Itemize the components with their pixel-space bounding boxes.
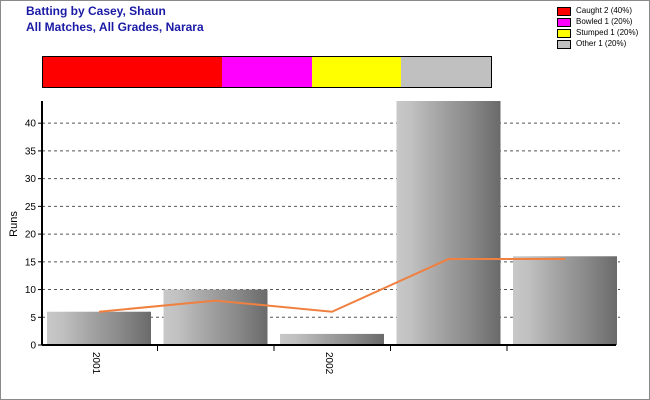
legend-label-stumped: Stumped 1 (20%) — [576, 28, 639, 37]
x-tick-label: 2001 — [90, 352, 101, 375]
y-tick-label: 15 — [25, 257, 37, 268]
y-tick-label: 30 — [25, 174, 37, 185]
dist-segment-other — [401, 57, 491, 87]
bar — [280, 333, 384, 345]
dist-segment-caught — [43, 57, 223, 87]
legend-label-bowled: Bowled 1 (20%) — [576, 17, 633, 26]
bar — [513, 256, 617, 345]
bar — [163, 289, 268, 345]
y-tick-label: 0 — [30, 341, 36, 352]
y-axis-label: Runs — [8, 211, 20, 237]
y-tick-label: 5 — [30, 313, 36, 324]
legend-label-other: Other 1 (20%) — [576, 39, 627, 48]
dist-segment-bowled — [222, 57, 312, 87]
legend-swatch-stumped — [557, 29, 571, 38]
chart-title-line2: All Matches, All Grades, Narara — [26, 20, 204, 34]
y-tick-label: 35 — [25, 146, 37, 157]
legend-swatch-bowled — [557, 18, 571, 27]
dismissal-distribution-bar — [42, 56, 492, 88]
dist-segment-stumped — [311, 57, 402, 87]
x-tick-label: 2002 — [323, 352, 334, 375]
legend-swatch-caught — [557, 7, 571, 16]
y-tick-label: 10 — [25, 285, 37, 296]
y-tick-label: 20 — [25, 230, 37, 241]
chart-title-line1: Batting by Casey, Shaun — [26, 4, 166, 18]
y-tick-label: 40 — [25, 119, 37, 130]
bar — [47, 311, 151, 345]
y-tick-label: 25 — [25, 202, 37, 213]
legend-label-caught: Caught 2 (40%) — [576, 6, 633, 15]
bar — [396, 101, 501, 345]
legend-swatch-other — [557, 40, 571, 49]
average-line — [98, 258, 565, 313]
